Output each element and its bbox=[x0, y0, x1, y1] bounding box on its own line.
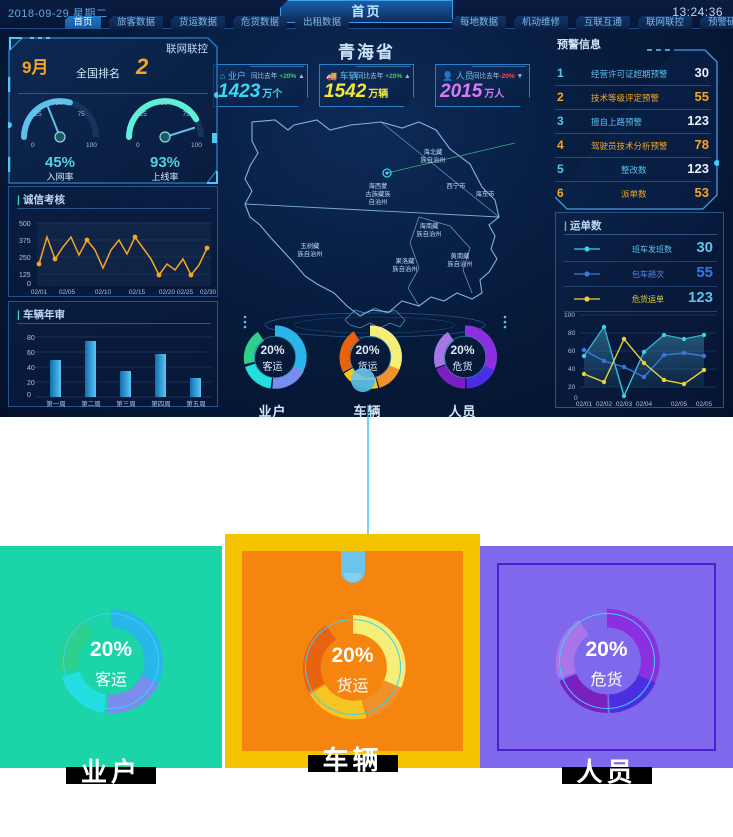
svg-text:上线率: 上线率 bbox=[151, 171, 178, 182]
svg-text:125: 125 bbox=[19, 272, 31, 279]
svg-text:50: 50 bbox=[56, 100, 64, 107]
svg-text:100: 100 bbox=[564, 312, 575, 319]
svg-text:02/30: 02/30 bbox=[200, 289, 217, 296]
svg-text:族自治州: 族自治州 bbox=[447, 259, 472, 268]
svg-text:第三周: 第三周 bbox=[116, 399, 136, 408]
svg-text:族自治州: 族自治州 bbox=[297, 249, 322, 258]
svg-text:40: 40 bbox=[27, 365, 35, 372]
svg-text:第四周: 第四周 bbox=[151, 399, 171, 408]
svg-text:入网率: 入网率 bbox=[46, 171, 73, 182]
svg-text:02/01: 02/01 bbox=[31, 289, 48, 296]
svg-text:40: 40 bbox=[568, 366, 576, 373]
svg-text:0: 0 bbox=[27, 281, 31, 288]
svg-text:80: 80 bbox=[568, 330, 576, 337]
svg-text:02/05: 02/05 bbox=[671, 401, 688, 407]
svg-text:93%: 93% bbox=[150, 154, 180, 171]
svg-text:族自治州: 族自治州 bbox=[420, 155, 445, 164]
svg-text:果洛藏: 果洛藏 bbox=[396, 256, 416, 265]
svg-text:02/15: 02/15 bbox=[129, 289, 146, 296]
svg-text:族自治州: 族自治州 bbox=[392, 264, 417, 273]
svg-text:20: 20 bbox=[568, 384, 576, 391]
svg-text:02/05: 02/05 bbox=[59, 289, 76, 296]
svg-text:玉树藏: 玉树藏 bbox=[301, 241, 321, 250]
svg-text:60: 60 bbox=[27, 350, 35, 357]
svg-text:60: 60 bbox=[568, 348, 576, 355]
svg-text:500: 500 bbox=[19, 221, 31, 228]
svg-text:0: 0 bbox=[27, 392, 31, 399]
svg-text:75: 75 bbox=[183, 111, 191, 118]
svg-text:45%: 45% bbox=[45, 154, 75, 171]
svg-text:第一周: 第一周 bbox=[46, 399, 66, 408]
svg-text:0: 0 bbox=[31, 142, 35, 149]
svg-text:80: 80 bbox=[27, 335, 35, 342]
svg-text:第五周: 第五周 bbox=[186, 399, 206, 408]
svg-text:50: 50 bbox=[161, 100, 169, 107]
svg-text:02/02: 02/02 bbox=[596, 401, 613, 407]
svg-text:自治州: 自治州 bbox=[369, 197, 388, 206]
svg-text:西宁市: 西宁市 bbox=[447, 181, 466, 190]
svg-text:海东市: 海东市 bbox=[476, 189, 495, 198]
svg-text:海南藏: 海南藏 bbox=[420, 221, 440, 230]
svg-text:250: 250 bbox=[19, 255, 31, 262]
svg-text:古族藏族: 古族藏族 bbox=[365, 189, 391, 198]
svg-text:02/03: 02/03 bbox=[616, 401, 633, 407]
svg-text:25: 25 bbox=[140, 111, 148, 118]
svg-text:0: 0 bbox=[136, 142, 140, 149]
svg-text:25: 25 bbox=[35, 111, 43, 118]
svg-text:02/01: 02/01 bbox=[576, 401, 593, 407]
svg-text:族自治州: 族自治州 bbox=[416, 229, 441, 238]
svg-text:20: 20 bbox=[27, 380, 35, 387]
svg-text:100: 100 bbox=[191, 142, 202, 149]
svg-text:02/25: 02/25 bbox=[177, 289, 194, 296]
svg-text:第二周: 第二周 bbox=[81, 399, 101, 408]
svg-text:100: 100 bbox=[86, 142, 97, 149]
svg-text:海西蒙: 海西蒙 bbox=[369, 181, 388, 190]
svg-text:02/04: 02/04 bbox=[636, 401, 653, 407]
svg-text:02/10: 02/10 bbox=[95, 289, 112, 296]
svg-text:02/05: 02/05 bbox=[696, 401, 713, 407]
svg-text:02/20: 02/20 bbox=[159, 289, 176, 296]
svg-text:海北藏: 海北藏 bbox=[424, 147, 444, 156]
svg-text:75: 75 bbox=[78, 111, 86, 118]
svg-text:黄南藏: 黄南藏 bbox=[451, 251, 471, 260]
svg-text:375: 375 bbox=[19, 238, 31, 245]
